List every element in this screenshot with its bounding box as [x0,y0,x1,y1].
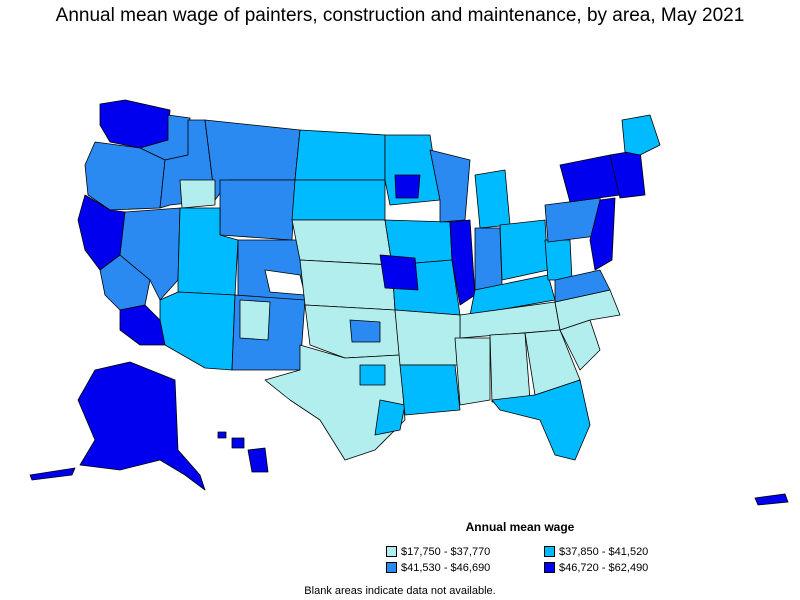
map-svg [29,99,789,506]
legend-label-3: $41,530 - $46,690 [401,561,491,574]
footnote: Blank areas indicate data not available. [304,585,496,597]
region-alabama [489,332,531,403]
region-washington-west [99,99,171,149]
region-florida [491,379,591,461]
legend-item: $46,720 - $62,490 [544,561,704,574]
region-idaho-low [179,179,216,209]
region-maine [621,114,661,156]
region-texas-dallas [359,364,386,386]
region-hawaii-maui [231,437,245,449]
legend-item: $37,850 - $41,520 [544,545,704,558]
region-texas-houston [374,399,406,436]
region-wisconsin [429,149,471,223]
region-alaska [77,361,206,491]
legend-swatch-3 [386,562,397,573]
legend-swatch-1 [386,546,397,557]
region-hawaii-big-island [247,447,269,473]
region-puerto-rico [754,493,789,506]
region-minneapolis [394,174,421,199]
legend: $17,750 - $37,770 $37,850 - $41,520 $41,… [386,545,716,574]
legend-label-1: $17,750 - $37,770 [401,545,491,558]
us-choropleth-map [0,80,800,520]
region-indiana [474,227,503,291]
legend-item: $17,750 - $37,770 [386,545,534,558]
legend-label-2: $37,850 - $41,520 [559,545,649,558]
region-arizona [159,291,236,371]
region-kansas-city [379,254,419,291]
region-hawaii-oahu [217,431,227,439]
region-new-mexico-south [239,299,271,341]
region-new-jersey-md [589,197,616,271]
region-south-dakota [291,179,386,221]
region-virginia [554,269,611,303]
map-title: Annual mean wage of painters, constructi… [55,5,745,26]
region-utah [177,207,239,296]
region-michigan [474,169,511,229]
legend-item: $41,530 - $46,690 [386,561,534,574]
region-wyoming [219,179,296,241]
legend-swatch-4 [544,562,555,573]
region-alaska-islands [29,467,76,481]
legend-title: Annual mean wage [465,520,575,534]
legend-swatch-2 [544,546,555,557]
region-arkansas [394,309,461,366]
legend-label-4: $46,720 - $62,490 [559,561,649,574]
region-new-york [559,154,621,203]
region-ohio [499,219,549,281]
region-illinois [449,219,476,306]
region-north-dakota [294,129,386,181]
region-west-virginia [544,239,573,281]
region-oregon [84,141,166,211]
region-mississippi [454,337,491,406]
region-nebraska [291,219,393,266]
region-oklahoma-metro [349,319,381,343]
region-louisiana [399,364,461,416]
region-california-south [119,304,166,346]
region-kansas [299,259,396,311]
